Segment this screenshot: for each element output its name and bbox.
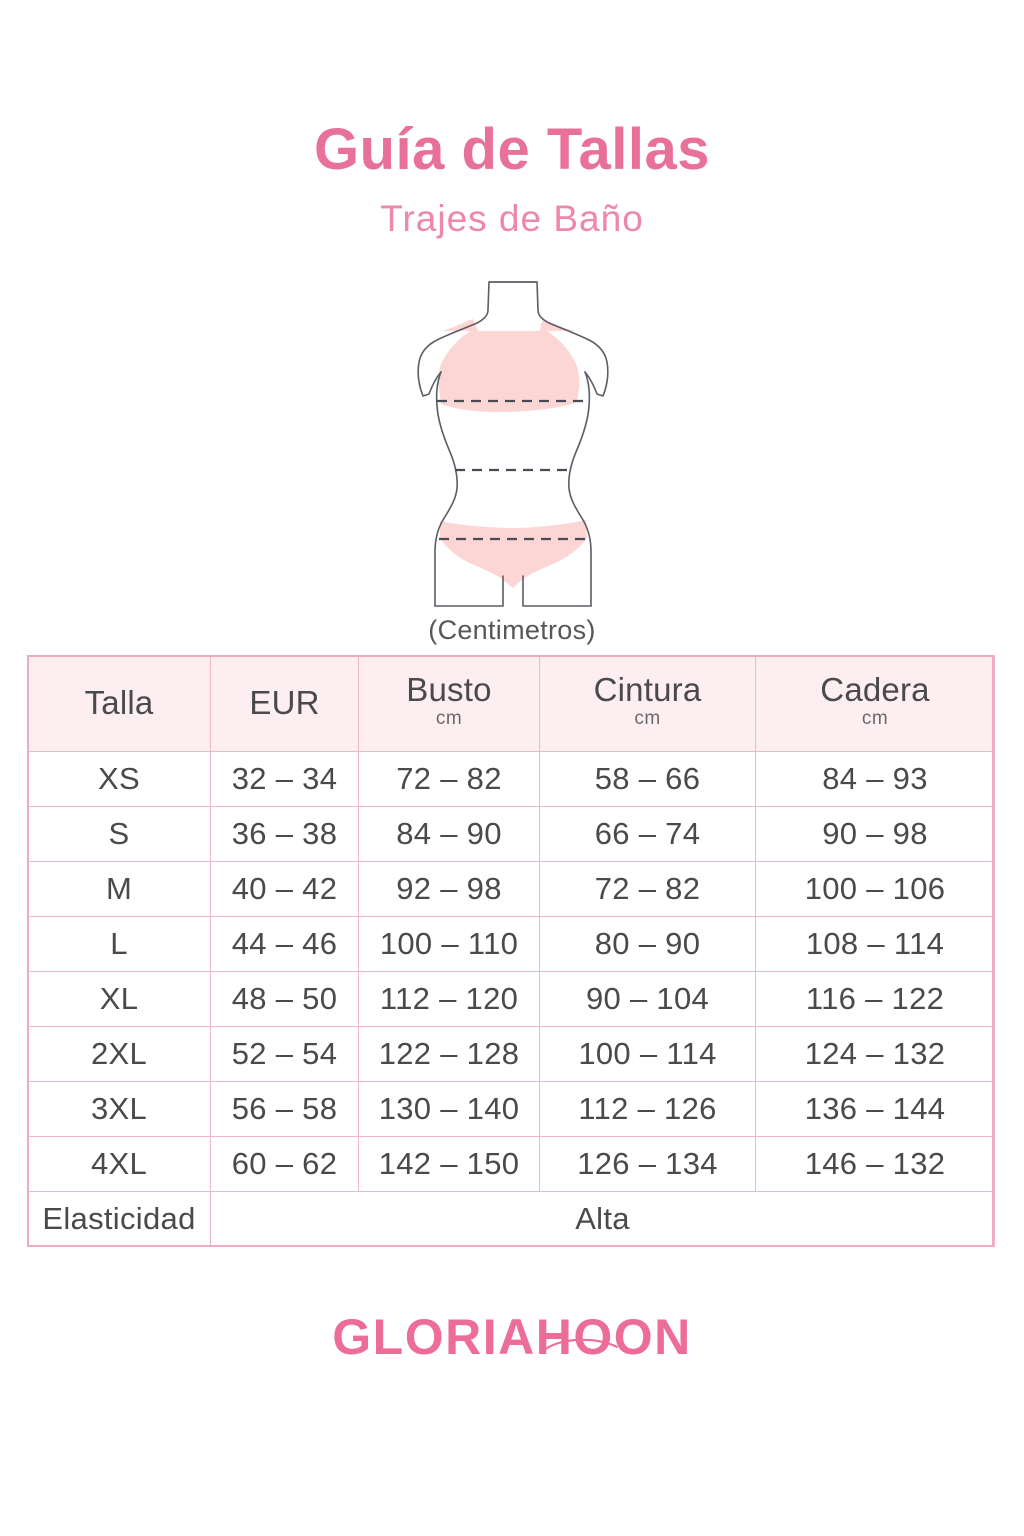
table-row: XS 32 – 34 72 – 82 58 – 66 84 – 93 <box>27 751 995 807</box>
brand-logo-text: GLORIAHOON <box>332 1309 692 1365</box>
column-header-cintura: Cintura cm <box>539 655 756 752</box>
table-row: L 44 – 46 100 – 110 80 – 90 108 – 114 <box>27 916 995 972</box>
cell-eur: 56 – 58 <box>210 1081 359 1137</box>
cell-cadera: 116 – 122 <box>755 971 995 1027</box>
cell-cadera: 136 – 144 <box>755 1081 995 1137</box>
cell-eur: 44 – 46 <box>210 916 359 972</box>
elasticity-label: Elasticidad <box>27 1191 211 1247</box>
cell-cintura: 90 – 104 <box>539 971 756 1027</box>
table-row: S 36 – 38 84 – 90 66 – 74 90 – 98 <box>27 806 995 862</box>
size-table-wrapper: Talla EUR Busto cm Cintura cm Cadera <box>27 655 995 1247</box>
cell-eur: 60 – 62 <box>210 1136 359 1192</box>
column-header-talla-label: Talla <box>84 684 154 721</box>
swimsuit-bottom-fill <box>440 520 587 588</box>
cell-talla: XL <box>27 971 211 1027</box>
page-subtitle: Trajes de Baño <box>380 198 644 239</box>
cell-cintura: 100 – 114 <box>539 1026 756 1082</box>
cell-eur: 48 – 50 <box>210 971 359 1027</box>
column-header-cadera: Cadera cm <box>755 655 995 752</box>
cell-busto: 84 – 90 <box>358 806 540 862</box>
cell-eur: 40 – 42 <box>210 861 359 917</box>
cell-cintura: 80 – 90 <box>539 916 756 972</box>
cell-cadera: 124 – 132 <box>755 1026 995 1082</box>
cell-cadera: 84 – 93 <box>755 751 995 807</box>
column-header-busto-label: Busto <box>406 671 492 709</box>
female-torso-illustration <box>397 276 629 612</box>
table-row: 3XL 56 – 58 130 – 140 112 – 126 136 – 14… <box>27 1081 995 1137</box>
cell-talla: L <box>27 916 211 972</box>
cell-cintura: 72 – 82 <box>539 861 756 917</box>
cell-cintura: 58 – 66 <box>539 751 756 807</box>
table-row: 2XL 52 – 54 122 – 128 100 – 114 124 – 13… <box>27 1026 995 1082</box>
column-header-busto: Busto cm <box>358 655 540 752</box>
elasticity-value: Alta <box>210 1191 995 1247</box>
column-header-cadera-unit: cm <box>861 708 889 730</box>
column-header-cintura-label: Cintura <box>593 671 702 709</box>
cell-busto: 100 – 110 <box>358 916 540 972</box>
cell-cadera: 90 – 98 <box>755 806 995 862</box>
brand-logo: GLORIAHOON <box>0 1312 1024 1382</box>
cell-cadera: 108 – 114 <box>755 916 995 972</box>
column-header-eur: EUR <box>210 655 359 752</box>
elasticity-row: Elasticidad Alta <box>27 1191 995 1247</box>
cell-talla: 4XL <box>27 1136 211 1192</box>
column-header-cintura-unit: cm <box>634 708 661 730</box>
table-header-row: Talla EUR Busto cm Cintura cm Cadera <box>27 655 995 752</box>
cell-talla: 3XL <box>27 1081 211 1137</box>
cell-cadera: 100 – 106 <box>755 861 995 917</box>
cell-busto: 72 – 82 <box>358 751 540 807</box>
cell-talla: 2XL <box>27 1026 211 1082</box>
cell-talla: XS <box>27 751 211 807</box>
column-header-cadera-label: Cadera <box>820 671 930 709</box>
size-table: Talla EUR Busto cm Cintura cm Cadera <box>27 655 995 1247</box>
cell-busto: 92 – 98 <box>358 861 540 917</box>
table-row: XL 48 – 50 112 – 120 90 – 104 116 – 122 <box>27 971 995 1027</box>
cell-eur: 52 – 54 <box>210 1026 359 1082</box>
cell-cintura: 66 – 74 <box>539 806 756 862</box>
column-header-talla: Talla <box>27 655 211 752</box>
table-row: M 40 – 42 92 – 98 72 – 82 100 – 106 <box>27 861 995 917</box>
cell-busto: 112 – 120 <box>358 971 540 1027</box>
column-header-eur-label: EUR <box>249 684 320 721</box>
cell-talla: S <box>27 806 211 862</box>
cell-busto: 142 – 150 <box>358 1136 540 1192</box>
cell-busto: 122 – 128 <box>358 1026 540 1082</box>
cell-cadera: 146 – 132 <box>755 1136 995 1192</box>
page-title: Guía de Tallas <box>314 117 710 182</box>
swimsuit-fill <box>438 319 580 412</box>
column-header-busto-unit: cm <box>435 708 463 730</box>
cell-cintura: 112 – 126 <box>539 1081 756 1137</box>
cell-busto: 130 – 140 <box>358 1081 540 1137</box>
cell-cintura: 126 – 134 <box>539 1136 756 1192</box>
units-caption: (Centimetros) <box>428 615 596 645</box>
cell-eur: 32 – 34 <box>210 751 359 807</box>
body-outline <box>417 281 609 607</box>
cell-eur: 36 – 38 <box>210 806 359 862</box>
table-row: 4XL 60 – 62 142 – 150 126 – 134 146 – 13… <box>27 1136 995 1192</box>
cell-talla: M <box>27 861 211 917</box>
